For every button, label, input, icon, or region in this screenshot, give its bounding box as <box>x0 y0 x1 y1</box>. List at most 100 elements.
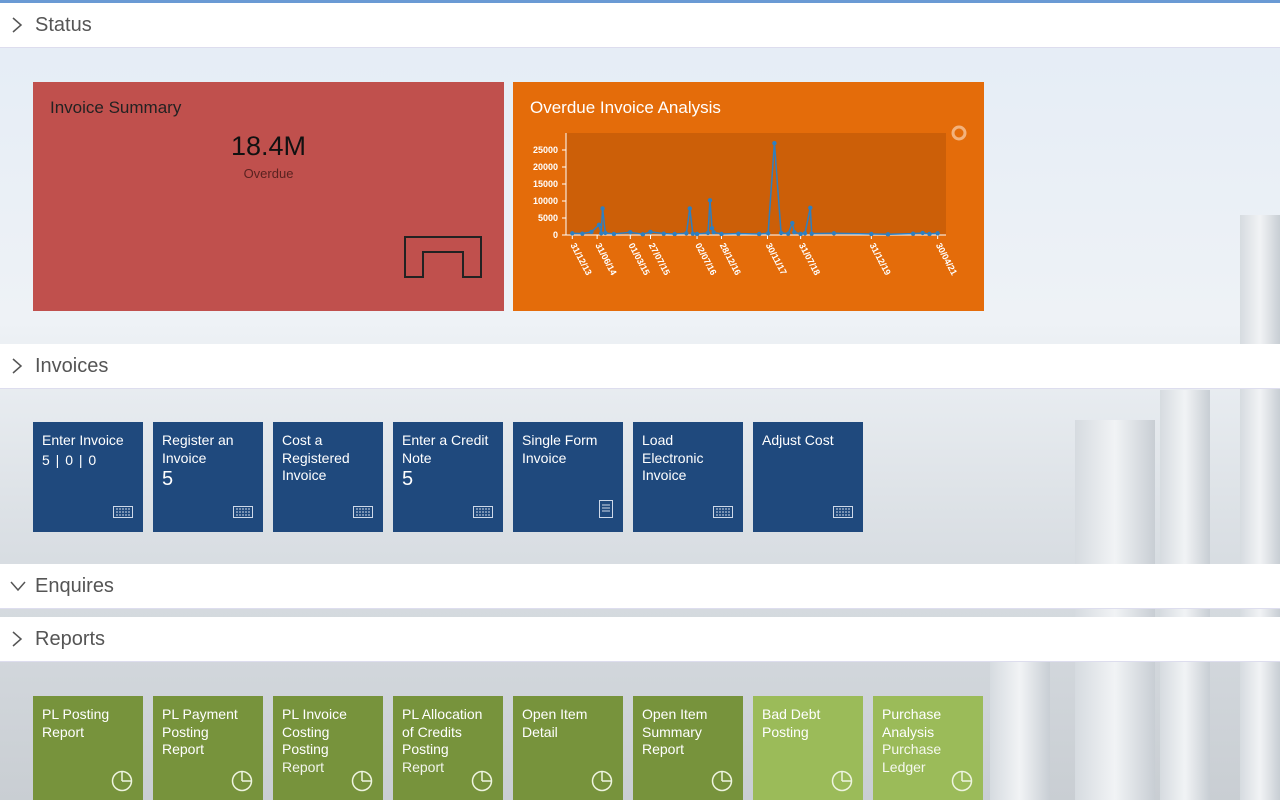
tile-count: 5 | 0 | 0 <box>42 451 98 468</box>
tile-label: Enter a Credit Note <box>402 432 489 466</box>
keyboard-icon <box>473 506 493 518</box>
section-title: Invoices <box>35 355 109 377</box>
data-point <box>808 205 813 210</box>
card-title: Invoice Summary <box>50 98 182 117</box>
tile-label: PL Posting Report <box>42 706 110 740</box>
invoice-tile[interactable]: Load Electronic Invoice <box>633 422 743 532</box>
plot-area <box>566 133 946 235</box>
tile-label: Load Electronic Invoice <box>642 432 704 483</box>
data-point <box>684 231 689 236</box>
tile-sublabel: Report <box>402 758 445 775</box>
top-bar <box>0 0 1280 3</box>
data-point <box>765 231 771 236</box>
report-tile[interactable]: Open Item Summary Report <box>633 696 743 800</box>
x-tick-label: 31/12/13 <box>569 241 594 277</box>
background-building <box>1240 215 1280 800</box>
data-point <box>628 230 633 235</box>
tile-label: Open Item Summary Report <box>642 706 708 757</box>
x-tick-label: 31/12/19 <box>868 241 893 277</box>
invoice-tile[interactable]: Register an Invoice 5 <box>153 422 263 532</box>
data-point <box>709 226 715 231</box>
summary-value: 18.4M <box>230 131 307 161</box>
data-point <box>603 230 608 236</box>
section-title: Enquires <box>35 575 114 597</box>
keyboard-icon <box>353 506 373 518</box>
chevron-right <box>12 358 23 374</box>
data-point <box>885 232 891 237</box>
report-tile[interactable]: PL Invoice Costing Posting Report <box>273 696 383 800</box>
data-point <box>711 230 716 235</box>
data-point <box>756 231 762 237</box>
invoice-tile[interactable]: Single Form Invoice <box>513 422 623 532</box>
data-point <box>599 231 604 236</box>
data-point <box>920 230 925 236</box>
data-point <box>790 220 795 226</box>
tile-count: 5 <box>162 468 175 490</box>
report-tile[interactable]: PL Payment Posting Report <box>153 696 263 800</box>
data-point <box>935 231 940 236</box>
form-icon <box>599 500 613 518</box>
keyboard-icon <box>233 506 253 518</box>
section-title: Status <box>35 14 92 36</box>
chart: 0 5000 10000 15000 20000 25000 31/12/13 31/06/1… <box>533 125 967 277</box>
section-header[interactable]: Invoices <box>0 344 1280 389</box>
data-point <box>910 231 916 236</box>
report-icon <box>351 770 373 792</box>
invoice-tile[interactable]: Enter Invoice 5 | 0 | 0 <box>33 422 143 532</box>
x-tick-label: 30/11/17 <box>764 241 789 276</box>
keyboard-icon <box>713 506 733 518</box>
report-tile[interactable]: Open Item Detail <box>513 696 623 800</box>
report-tile[interactable]: PL Allocation of Credits Posting Report <box>393 696 503 800</box>
overdue-analysis-card[interactable]: Overdue Invoice Analysis 0 5000 10000 15000… <box>513 82 984 311</box>
card-title: Overdue Invoice Analysis <box>530 98 721 117</box>
x-tick-label: 31/07/18 <box>797 241 822 277</box>
data-point <box>611 231 617 237</box>
section-title: Reports <box>35 628 106 650</box>
data-point <box>672 231 677 237</box>
report-icon <box>951 770 973 792</box>
x-tick-label: 02/07/16 <box>693 241 718 277</box>
section-header[interactable]: Reports <box>0 617 1280 662</box>
y-tick-label: 0 <box>553 230 558 240</box>
tile-label: Open Item Detail <box>522 706 588 740</box>
chevron-down <box>10 581 26 592</box>
card-icon <box>404 236 482 278</box>
chevron-right <box>12 631 23 647</box>
report-tile[interactable]: Purchase Analysis Purchase Ledger <box>873 696 983 800</box>
tile-label: PL Payment Posting Report <box>162 706 238 757</box>
report-tile[interactable]: PL Posting Report <box>33 696 143 800</box>
invoice-tile[interactable]: Enter a Credit Note 5 <box>393 422 503 532</box>
report-tile[interactable]: Bad Debt Posting <box>753 696 863 800</box>
y-tick-label: 10000 <box>533 196 558 206</box>
report-icon <box>591 770 613 792</box>
invoice-tile[interactable]: Cost a Registered Invoice <box>273 422 383 532</box>
report-icon <box>711 770 733 792</box>
invoice-tile[interactable]: Adjust Cost <box>753 422 863 532</box>
data-point <box>707 198 713 203</box>
keyboard-icon <box>113 506 133 518</box>
section-header[interactable]: Status <box>0 3 1280 48</box>
data-point <box>831 231 837 236</box>
tile-label: Bad Debt Posting <box>762 706 821 740</box>
data-point <box>927 231 932 237</box>
tile-label: Purchase Analysis <box>882 706 942 740</box>
data-point <box>719 231 724 237</box>
data-point <box>778 230 784 236</box>
data-point <box>580 231 585 236</box>
data-point <box>869 231 874 237</box>
tile-label: Single Form Invoice <box>522 432 598 466</box>
tile-label: Adjust Cost <box>762 432 834 448</box>
data-point <box>786 231 791 236</box>
data-point <box>772 141 777 146</box>
data-point <box>661 231 666 236</box>
data-point <box>648 229 653 235</box>
section-header[interactable]: Enquires <box>0 564 1280 609</box>
y-tick-label: 15000 <box>533 179 558 189</box>
keyboard-icon <box>833 506 853 518</box>
report-icon <box>831 770 853 792</box>
invoice-summary-card[interactable]: Invoice Summary 18.4M Overdue <box>33 82 504 311</box>
data-point <box>687 206 693 211</box>
refresh-icon[interactable] <box>951 125 967 141</box>
summary-label: Overdue <box>243 166 294 181</box>
